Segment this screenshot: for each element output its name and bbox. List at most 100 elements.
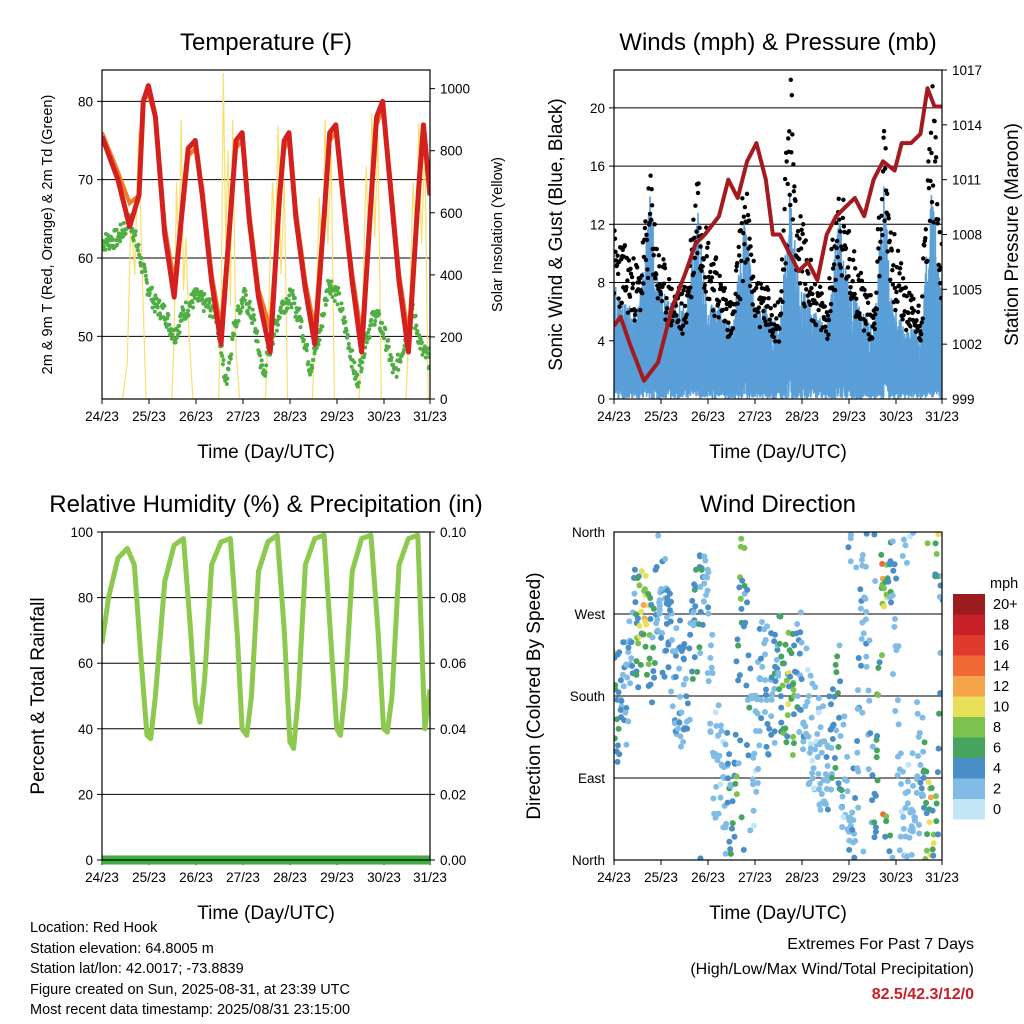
dewpoint-point [357, 363, 362, 368]
gust-point [866, 332, 871, 337]
direction-point [697, 855, 704, 860]
y2-tick-label: 0 [440, 392, 448, 407]
gust-point [795, 229, 801, 234]
direction-point [615, 689, 622, 696]
gust-point [669, 323, 674, 328]
gust-point [656, 253, 662, 258]
elevation-text: Station elevation: 64.8005 m [30, 940, 214, 957]
direction-point [919, 714, 926, 721]
direction-point [828, 786, 835, 793]
direction-point [678, 709, 685, 716]
dewpoint-point [362, 355, 367, 360]
gust-point [852, 291, 857, 297]
direction-point [914, 710, 921, 717]
direction-point [634, 615, 641, 622]
gust-point [784, 159, 789, 164]
colorbar-label: 12 [993, 679, 1009, 695]
x-tick-label: 24/23 [597, 409, 631, 424]
direction-point [815, 709, 822, 716]
direction-point [865, 687, 872, 694]
direction-point [812, 684, 819, 691]
x-tick-label: 26/23 [691, 870, 725, 885]
direction-point [743, 742, 750, 749]
direction-point [844, 788, 851, 795]
direction-point [839, 793, 846, 800]
gust-point [904, 293, 909, 299]
gust-point [827, 276, 832, 281]
gust-point [689, 295, 694, 300]
y-tick-label: 0 [85, 853, 93, 868]
colorbar-swatch [953, 614, 985, 635]
dewpoint-point [174, 335, 179, 340]
x-tick-label: 27/23 [226, 409, 260, 424]
dewpoint-point [335, 302, 340, 307]
x-tick-label: 24/23 [85, 870, 119, 885]
direction-point [853, 564, 860, 571]
gust-point [698, 244, 703, 249]
plot-frame [613, 69, 943, 400]
y-tick-label: 8 [597, 276, 605, 291]
direction-point [674, 725, 681, 732]
direction-point [797, 609, 804, 616]
gust-point [739, 220, 745, 226]
direction-point [816, 741, 823, 748]
gust-point [809, 285, 814, 291]
dewpoint-point [310, 365, 315, 370]
direction-point [913, 789, 920, 796]
direction-point [628, 655, 635, 662]
gust-point [702, 282, 707, 288]
direction-point [882, 833, 889, 840]
gust-point [840, 215, 846, 221]
direction-point [681, 641, 688, 648]
direction-point [697, 608, 704, 615]
direction-point [790, 711, 797, 718]
direction-point [732, 731, 739, 738]
direction-point [746, 704, 753, 711]
direction-point [823, 754, 830, 761]
x-tick-label: 29/23 [320, 870, 354, 885]
gust-point [777, 326, 782, 331]
gust-point [712, 313, 717, 318]
direction-point [905, 761, 912, 768]
x-tick-label: 26/23 [179, 409, 213, 424]
gust-point [794, 233, 800, 238]
direction-point [676, 665, 683, 672]
direction-point [758, 696, 765, 703]
gust-point [900, 276, 906, 281]
direction-point [872, 792, 879, 799]
gust-point [887, 238, 892, 244]
direction-point [668, 688, 675, 695]
x-tick-label: 24/23 [597, 870, 631, 885]
direction-point [798, 676, 805, 683]
gust-point [892, 231, 897, 237]
direction-point [914, 773, 921, 780]
dewpoint-point [300, 333, 305, 338]
direction-point [830, 721, 837, 728]
gust-point [674, 313, 679, 318]
direction-point [620, 683, 627, 690]
gust-point [680, 323, 686, 328]
plot-area [614, 532, 942, 860]
gust-point [909, 293, 914, 298]
direction-point [771, 739, 778, 746]
dewpoint-point [304, 348, 309, 353]
dewpoint-point [157, 311, 162, 316]
direction-point [707, 720, 714, 727]
gust-point [890, 282, 896, 287]
direction-point [704, 669, 711, 676]
gust-point [639, 273, 645, 278]
dewpoint-point [131, 238, 136, 243]
direction-point [815, 695, 822, 702]
y2-tick-label: 600 [440, 206, 463, 221]
direction-point [722, 850, 729, 857]
direction-point [759, 663, 766, 670]
direction-point [829, 736, 836, 743]
y2-tick-label: 999 [952, 392, 975, 407]
gust-point [775, 300, 781, 305]
direction-point [789, 751, 796, 758]
direction-point [835, 780, 842, 787]
gust-point [841, 224, 847, 229]
dewpoint-point [243, 293, 248, 298]
direction-point [794, 693, 801, 700]
